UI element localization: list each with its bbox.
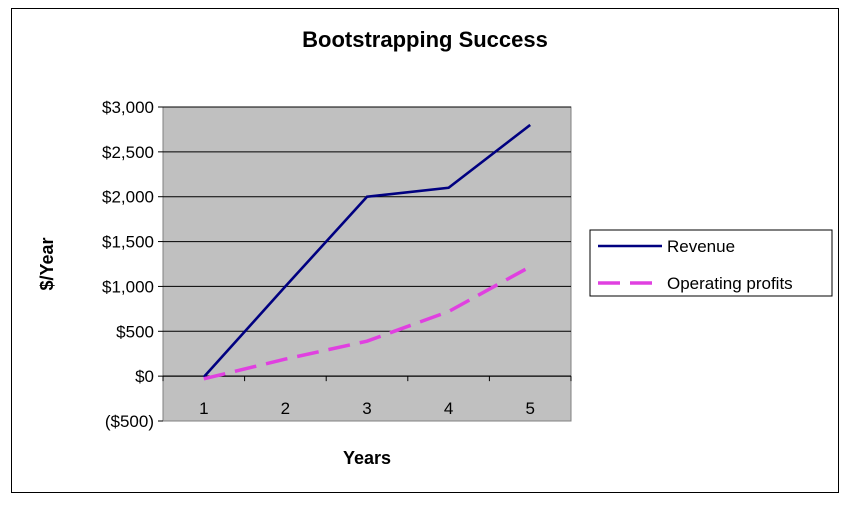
x-tick-label: 2 (281, 399, 290, 418)
y-axis-title: $/Year (37, 237, 57, 290)
y-tick-label: $2,500 (102, 143, 154, 162)
legend: Revenue Operating profits (589, 229, 833, 297)
x-tick-label: 3 (362, 399, 371, 418)
legend-label: Operating profits (667, 274, 793, 293)
series-line-revenue (202, 123, 531, 378)
x-axis-title: Years (343, 448, 391, 468)
y-tick-label: $0 (135, 367, 154, 386)
x-tick-label: 4 (444, 399, 453, 418)
y-tick-label: $2,000 (102, 188, 154, 207)
x-tick-label: 1 (199, 399, 208, 418)
legend-label: Revenue (667, 237, 735, 256)
y-tick-label: $500 (116, 322, 154, 341)
y-tick-label: $1,000 (102, 277, 154, 296)
legend-box (589, 229, 833, 297)
x-axis-ticks: 1 2 3 4 5 (199, 399, 535, 418)
y-tick-label: $3,000 (102, 98, 154, 117)
y-tick-label: ($500) (105, 412, 154, 431)
y-axis-ticks: ($500) $0 $500 $1,000 $1,500 $2,000 $2,500 $3,0… (102, 98, 154, 431)
x-tick-label: 5 (525, 399, 534, 418)
y-tick-label: $1,500 (102, 233, 154, 252)
series-lines (202, 123, 532, 381)
plot-area (162, 106, 572, 422)
grid-lines (158, 106, 572, 422)
series-line-operating-profits (203, 265, 532, 381)
plot-background (162, 106, 572, 422)
chart-title: Bootstrapping Success (302, 27, 548, 52)
